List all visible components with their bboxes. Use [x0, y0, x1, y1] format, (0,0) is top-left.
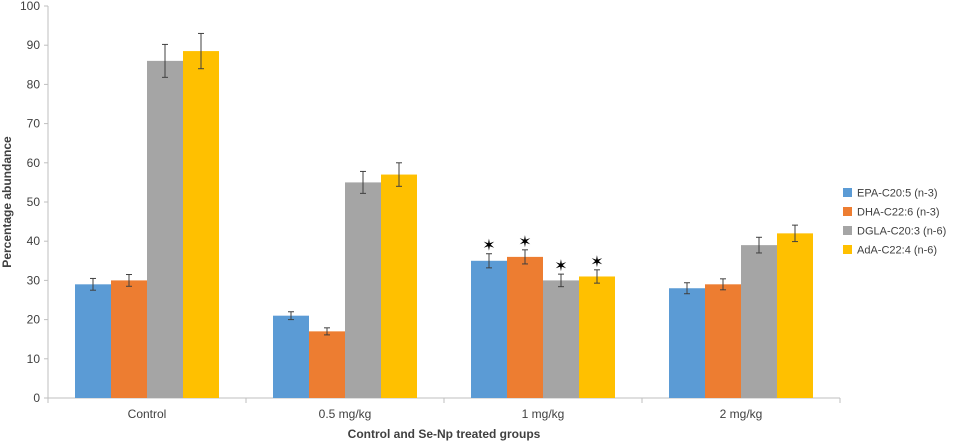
legend-label: DHA-C22:6 (n-3)	[857, 207, 940, 219]
y-tick-label: 60	[27, 156, 41, 170]
legend: EPA-C20:5 (n-3) DHA-C22:6 (n-3) DGLA-C20:3…	[843, 188, 946, 257]
significance-marker: ✶	[482, 236, 495, 255]
x-tick-label: 0.5 mg/kg	[319, 407, 372, 421]
y-tick-label: 20	[27, 313, 41, 327]
legend-item: DHA-C22:6 (n-3)	[843, 207, 940, 219]
bar	[741, 245, 777, 398]
legend-label: DGLA-C20:3 (n-6)	[857, 226, 946, 238]
significance-marker: ✶	[518, 232, 531, 251]
y-tick-label: 80	[27, 77, 41, 91]
bar	[147, 60, 183, 398]
bar	[309, 331, 345, 398]
significance-marker: ✶	[590, 252, 603, 271]
bar	[75, 284, 111, 398]
y-tick-label: 50	[27, 195, 41, 209]
y-axis-title: Percentage abundance	[0, 136, 14, 268]
bar	[777, 233, 813, 398]
y-tick-label: 100	[20, 0, 40, 13]
bar	[183, 51, 219, 399]
legend-item: EPA-C20:5 (n-3)	[843, 188, 938, 200]
bar	[669, 288, 705, 398]
legend-swatch	[843, 226, 852, 235]
x-tick-label: Control	[128, 407, 167, 421]
y-tick-label: 10	[27, 352, 41, 366]
bar	[471, 260, 507, 398]
y-axis: 0 10 20 30 40 50 60 70 80 90 100	[20, 0, 49, 405]
x-axis: Control 0.5 mg/kg 1 mg/kg 2 mg/kg	[47, 397, 841, 421]
bar	[705, 284, 741, 398]
legend-item: DGLA-C20:3 (n-6)	[843, 226, 946, 238]
significance-marker: ✶	[554, 256, 567, 275]
x-tick-label: 1 mg/kg	[522, 407, 565, 421]
x-axis-title: Control and Se-Np treated groups	[348, 427, 541, 441]
legend-swatch	[843, 188, 852, 197]
bar	[507, 256, 543, 398]
y-tick-label: 90	[27, 38, 41, 52]
legend-swatch	[843, 207, 852, 216]
bar	[273, 315, 309, 398]
significance-marker-group: ✶ ✶ ✶ ✶	[482, 232, 603, 275]
y-tick-label: 30	[27, 273, 41, 287]
bar	[543, 280, 579, 398]
legend-label: EPA-C20:5 (n-3)	[857, 188, 938, 200]
legend-item: AdA-C22:4 (n-6)	[843, 245, 937, 257]
x-tick-label: 2 mg/kg	[720, 407, 763, 421]
y-tick-label: 0	[33, 391, 40, 405]
y-tick-label: 40	[27, 234, 41, 248]
bar	[111, 280, 147, 398]
bar	[579, 276, 615, 398]
bar	[381, 174, 417, 398]
bar-series-group	[75, 51, 813, 399]
bar	[345, 182, 381, 398]
legend-swatch	[843, 245, 852, 254]
legend-label: AdA-C22:4 (n-6)	[857, 245, 937, 257]
error-bar-group	[90, 32, 798, 336]
y-tick-label: 70	[27, 117, 41, 131]
